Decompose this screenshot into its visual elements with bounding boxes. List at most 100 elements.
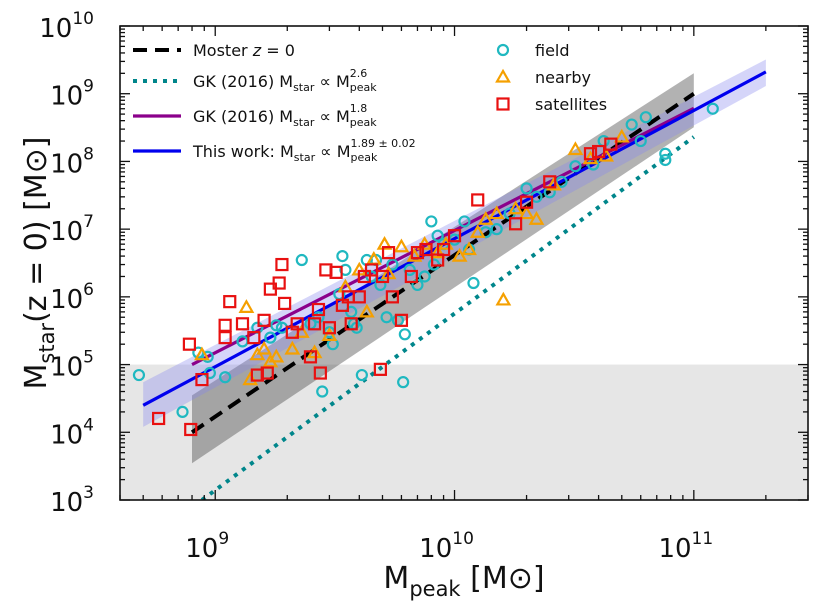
satellites-point (344, 317, 358, 331)
field-point (355, 368, 368, 382)
nearby-point (477, 211, 494, 225)
satellites-point (543, 175, 557, 189)
shaded-region-layer (120, 364, 808, 500)
gk-2.6-line (200, 135, 696, 500)
field-point (374, 278, 387, 292)
satellites-point (375, 269, 390, 284)
nearby-point (495, 291, 512, 306)
legend-marker-satellites (496, 97, 510, 111)
satellites-point (471, 193, 485, 207)
legend-item-field: field (496, 41, 570, 60)
y-axis-title: Mstar(z = 0) [M⊙] (19, 137, 59, 390)
field-point (490, 223, 503, 236)
y-tick-label: 104 (50, 415, 94, 450)
legend-item-satellites: satellites (496, 95, 607, 114)
field-point (132, 368, 146, 382)
field-point (316, 385, 329, 398)
x-axis-title: Mpeak [M⊙] (383, 561, 544, 601)
nearby-point (358, 303, 375, 318)
satellites-point (257, 313, 271, 327)
satellites-point (303, 350, 318, 364)
satellites-point (311, 302, 326, 317)
legend-marker-nearby (495, 68, 511, 83)
legend-item-thiswork: This work: Mstar ∝ Mpeak1.89 ± 0.02 (133, 137, 416, 164)
x-tick-label: 1011 (658, 529, 713, 564)
satellites-point (260, 366, 274, 380)
nearby-point (376, 235, 393, 250)
satellites-point (404, 269, 418, 284)
satellites-point (519, 195, 534, 209)
x-tick-label: 109 (185, 529, 229, 564)
field-point (659, 147, 672, 160)
this-work-line (142, 70, 767, 407)
shaded-region (120, 364, 808, 500)
satellites-point (272, 276, 286, 290)
field-point (634, 134, 647, 148)
legend-marker-field (496, 43, 510, 57)
satellites-point (235, 317, 250, 331)
nearby-point (488, 205, 505, 220)
field-point (569, 160, 582, 173)
legend-label-satellites: satellites (535, 95, 607, 114)
field-point (339, 263, 352, 277)
nearby-point (321, 327, 338, 341)
satellites-point (152, 411, 166, 426)
field-point (625, 118, 638, 131)
field-point (176, 405, 189, 419)
nearby-point (507, 200, 524, 215)
satellites-point (223, 295, 237, 309)
satellites-point (182, 337, 197, 351)
y-tick-label: 108 (50, 144, 94, 179)
moster-line (190, 92, 695, 434)
satellites-point (583, 147, 598, 161)
satellites-point (247, 331, 261, 345)
nearby-point (256, 340, 272, 355)
nearby-point (528, 211, 545, 225)
nearby-point (393, 238, 410, 253)
nearby-point (613, 128, 630, 143)
satellites-point (322, 321, 337, 335)
y-tick-label: 105 (50, 348, 94, 383)
satellites-point (184, 422, 198, 437)
satellites-point (278, 296, 292, 311)
y-tick-label: 1010 (39, 9, 94, 44)
field-point (380, 311, 393, 324)
nearby-point (545, 176, 562, 191)
satellites-point (591, 144, 606, 159)
satellites-point (290, 317, 304, 331)
legend-item-gk18: GK (2016) Mstar ∝ Mpeak1.8 (133, 102, 377, 129)
satellites-point (381, 246, 396, 260)
satellites-point (385, 290, 399, 304)
legend-label-gk26: GK (2016) Mstar ∝ Mpeak2.6 (193, 67, 377, 94)
satellites-point (313, 366, 327, 380)
legend-item-moster: Moster z = 0 (133, 41, 295, 60)
field-point (639, 111, 652, 124)
nearby-point (518, 205, 535, 220)
legend-item-nearby: nearby (495, 68, 591, 87)
legend-label-thiswork: This work: Mstar ∝ Mpeak1.89 ± 0.02 (192, 137, 416, 164)
satellites-point (419, 242, 433, 257)
legend-label-gk18: GK (2016) Mstar ∝ Mpeak1.8 (193, 102, 377, 129)
legend-label-nearby: nearby (535, 68, 591, 87)
field-point (425, 215, 438, 228)
satellites-point (436, 242, 451, 257)
satellites-point (195, 372, 209, 387)
nearby-point (284, 340, 301, 355)
field-point (295, 253, 308, 267)
field-point (270, 319, 283, 332)
field-point (520, 182, 533, 195)
nearby-point (567, 141, 584, 156)
satellites-point (410, 246, 425, 260)
series-satellites (152, 137, 618, 437)
nearby-point (469, 224, 486, 238)
field-point (398, 328, 411, 341)
field-point (431, 229, 444, 242)
nearby-point (461, 241, 477, 256)
x-tick-label: 1010 (419, 529, 474, 564)
ticks-layer: 109 1010 1011 103 104 105 106 107 108 109 1010 (39, 9, 809, 564)
legend-item-gk26: GK (2016) Mstar ∝ Mpeak2.6 (133, 67, 377, 94)
plot-frame (119, 25, 809, 501)
field-point (706, 102, 719, 115)
field-point (219, 371, 232, 384)
